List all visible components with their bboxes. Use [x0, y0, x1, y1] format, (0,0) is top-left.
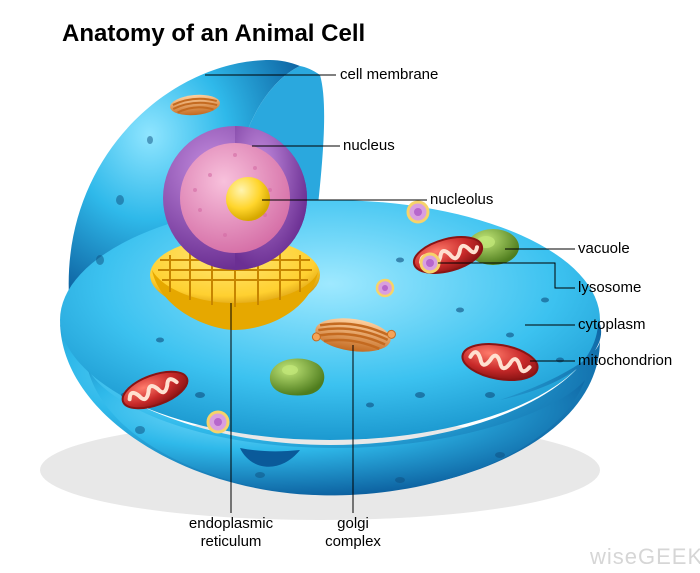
label-nucleus: nucleus — [343, 137, 395, 155]
nucleus-organelle — [163, 126, 307, 270]
label-mitochondrion: mitochondrion — [578, 352, 672, 370]
lysosome-4 — [377, 280, 393, 296]
vacuole-organelle-2 — [270, 358, 324, 395]
lysosome-1 — [408, 202, 428, 222]
label-golgi-complex: golgicomplex — [322, 515, 384, 551]
label-cell-membrane: cell membrane — [340, 66, 438, 84]
lysosome-3 — [208, 412, 228, 432]
page-title: Anatomy of an Animal Cell — [62, 20, 365, 48]
watermark: wiseGEEK — [590, 544, 700, 570]
label-lysosome: lysosome — [578, 279, 641, 297]
label-endoplasmic-reticulum: endoplasmicreticulum — [186, 515, 276, 551]
lysosome-2 — [421, 254, 439, 272]
nucleolus-organelle — [226, 177, 270, 221]
label-nucleolus: nucleolus — [430, 191, 493, 209]
label-vacuole: vacuole — [578, 240, 630, 258]
label-cytoplasm: cytoplasm — [578, 316, 646, 334]
